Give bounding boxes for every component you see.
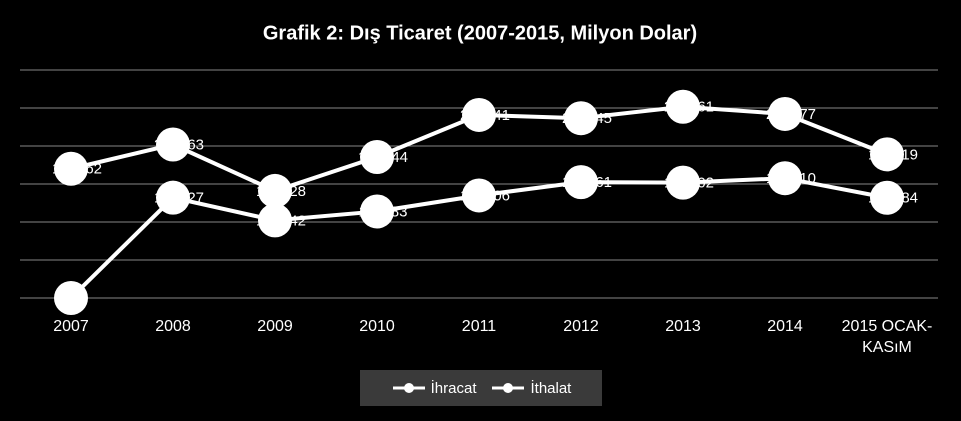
x-tick-label: 2013: [665, 318, 701, 335]
marker: [768, 96, 802, 131]
marker: [54, 281, 88, 315]
x-tick-label: 2014: [767, 318, 803, 335]
marker: [462, 178, 496, 213]
marker: [870, 180, 904, 215]
marker: [666, 89, 700, 124]
marker: [564, 101, 598, 136]
x-tick-label: 2009: [257, 318, 293, 335]
x-tick-label: 2008: [155, 318, 191, 335]
marker: [156, 127, 190, 162]
marker: [258, 173, 292, 208]
marker: [156, 180, 190, 215]
x-tick-label: 2007: [53, 318, 89, 335]
marker: [258, 203, 292, 238]
chart-title: Grafik 2: Dış Ticaret (2007-2015, Milyon…: [263, 22, 697, 44]
marker: [666, 165, 700, 200]
x-tick-label: 2012: [563, 318, 599, 335]
marker: [360, 194, 394, 229]
marker: [462, 97, 496, 132]
legend-item: İhracat: [391, 379, 477, 397]
legend: İhracat İthalat: [360, 370, 602, 406]
marker: [54, 151, 88, 186]
marker: [564, 165, 598, 200]
legend-item: İthalat: [490, 380, 571, 397]
legend-marker: [503, 383, 514, 393]
legend-swatch: [492, 383, 525, 393]
legend-swatch: [392, 383, 425, 393]
legend-label: İhracat: [430, 379, 477, 397]
x-tick-label: 2010: [359, 318, 395, 335]
marker: [870, 137, 904, 172]
legend-label: İthalat: [530, 379, 572, 397]
marker: [768, 161, 802, 196]
x-tick-label: 2015 OCAK-KASıM: [841, 318, 933, 356]
legend-marker: [403, 383, 414, 393]
marker: [360, 139, 394, 174]
x-tick-label: 2011: [461, 318, 497, 335]
